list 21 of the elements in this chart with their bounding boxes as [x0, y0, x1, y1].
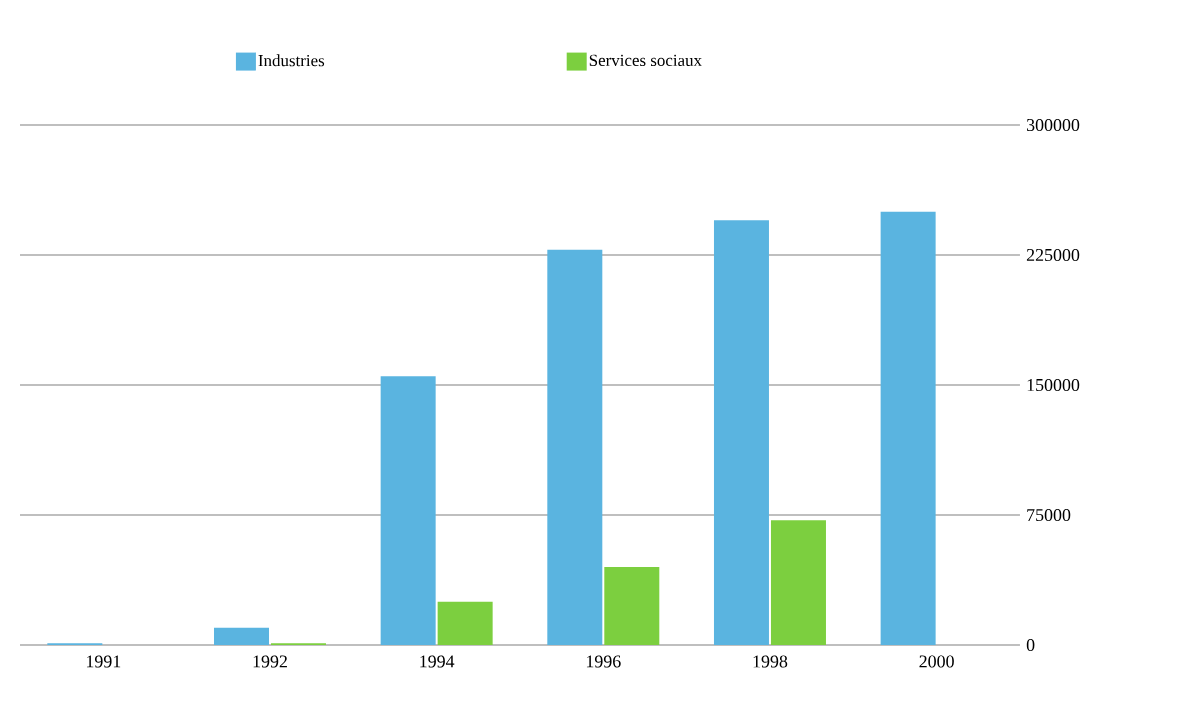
bar [380, 376, 436, 645]
y-tick-label: 300000 [1026, 118, 1080, 132]
x-tick-label: 1998 [753, 655, 788, 668]
bar [547, 249, 603, 645]
legend-label: Industries [258, 54, 325, 67]
bar [880, 211, 936, 645]
x-tick-label: 1996 [586, 655, 621, 668]
bar [770, 520, 826, 645]
bar [713, 220, 769, 645]
x-tick-label: 1992 [253, 655, 287, 668]
x-tick-label: 2000 [919, 655, 954, 668]
y-tick-label: 150000 [1027, 378, 1080, 392]
bar [604, 567, 660, 645]
x-tick-label: 1991 [86, 655, 121, 668]
legend-label: Services sociaux [589, 54, 702, 67]
bar [437, 601, 493, 645]
y-tick-label: 75000 [1027, 508, 1071, 522]
y-tick-label: 225000 [1026, 248, 1080, 262]
bar [213, 627, 269, 645]
y-tick-label: 0 [1026, 638, 1035, 652]
x-tick-label: 1994 [420, 655, 455, 668]
